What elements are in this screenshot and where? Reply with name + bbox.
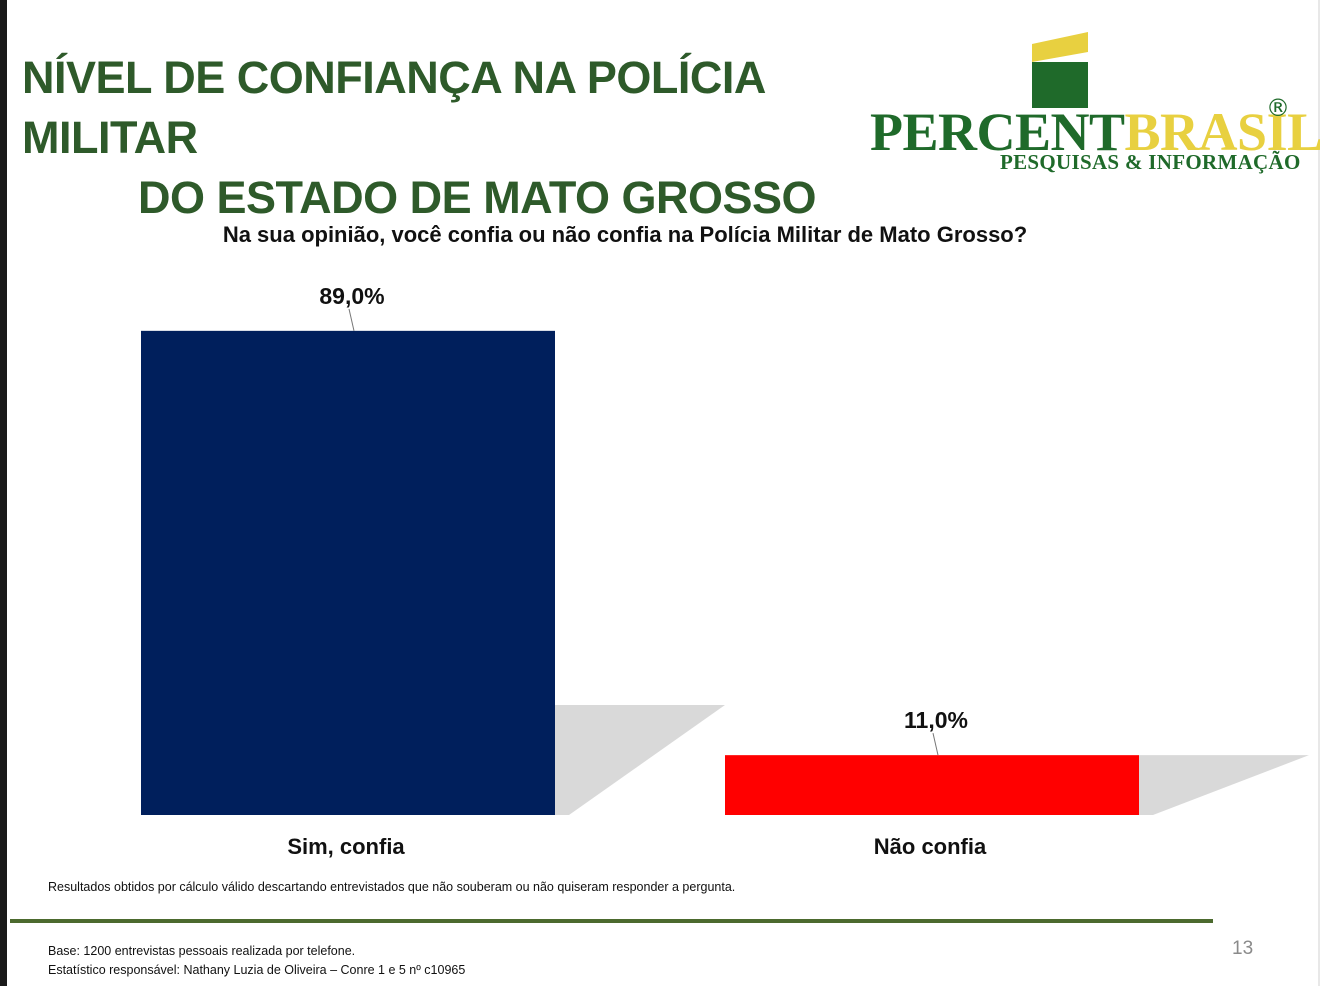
page-number: 13 xyxy=(1232,938,1254,959)
footnote: Resultados obtidos por cálculo válido de… xyxy=(48,880,736,894)
category-label: Não confia xyxy=(874,834,987,859)
logo-wordmark: PERCENTBRASIL xyxy=(870,104,1320,160)
bar-nao-confia xyxy=(725,755,1139,815)
bar-shadow xyxy=(1139,755,1309,815)
slide-title: NÍVEL DE CONFIANÇA NA POLÍCIA MILITAR DO… xyxy=(22,48,892,228)
left-edge-border xyxy=(0,0,7,986)
bar-sim-confia xyxy=(141,330,555,815)
value-label: 89,0% xyxy=(319,283,384,309)
bar-shadow xyxy=(555,705,725,815)
registered-mark: ® xyxy=(1266,94,1290,122)
base-line-1: Base: 1200 entrevistas pessoais realizad… xyxy=(48,944,356,958)
right-edge-border xyxy=(1318,0,1320,986)
category-label: Sim, confia xyxy=(287,834,405,859)
title-line-1: NÍVEL DE CONFIANÇA NA POLÍCIA MILITAR xyxy=(22,52,765,163)
chart-question: Na sua opinião, você confia ou não confi… xyxy=(222,222,1028,247)
title-line-2: DO ESTADO DE MATO GROSSO xyxy=(138,172,817,223)
percentbrasil-logo: PERCENTBRASIL ® PESQUISAS & INFORMAÇÃO xyxy=(866,30,1320,190)
logo-word-brasil: BRASIL xyxy=(1124,102,1320,162)
logo-subtitle: PESQUISAS & INFORMAÇÃO xyxy=(1000,150,1301,174)
bar-chart: 89,0% Sim, confia 11,0% Não confia xyxy=(141,283,1309,859)
footer-rule xyxy=(10,919,1213,923)
value-leader-line xyxy=(348,308,355,331)
footer-base-info: Base: 1200 entrevistas pessoais realizad… xyxy=(48,942,465,980)
value-leader-line xyxy=(932,733,939,756)
logo-word-percent: PERCENT xyxy=(870,102,1125,162)
base-line-2: Estatístico responsável: Nathany Luzia d… xyxy=(48,963,466,977)
logo-flag-icon xyxy=(1032,32,1088,108)
value-label: 11,0% xyxy=(904,707,968,733)
